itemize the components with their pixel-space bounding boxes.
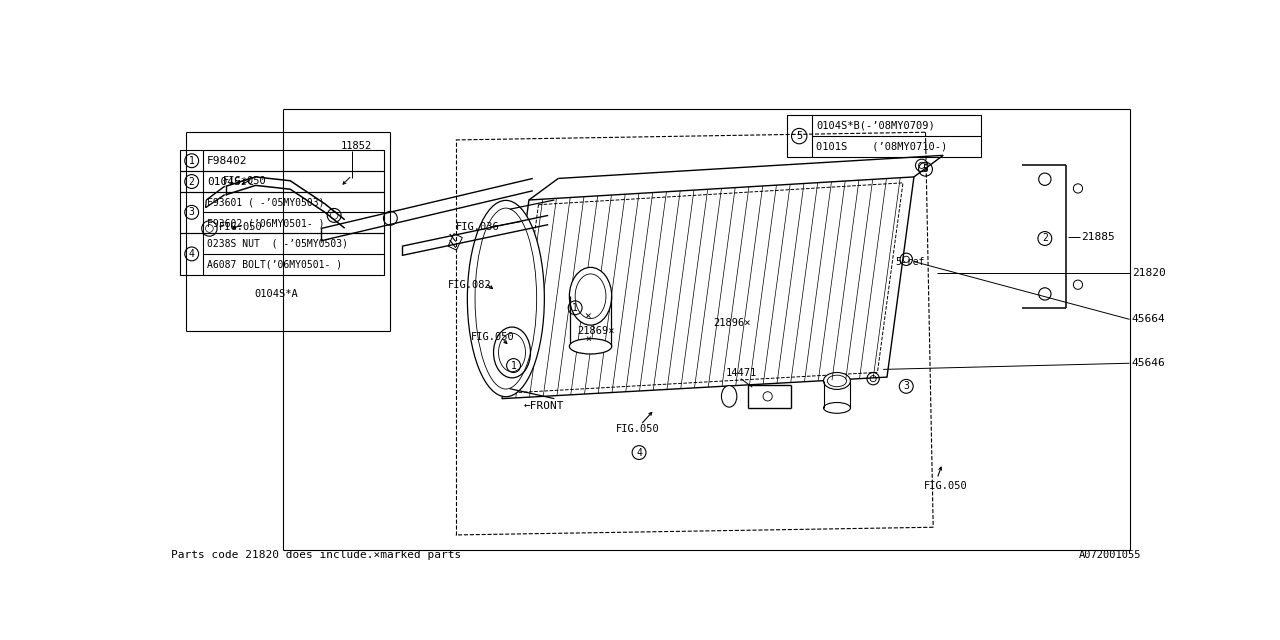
- Text: FIG.050: FIG.050: [223, 176, 268, 186]
- Text: 21885: 21885: [1082, 232, 1115, 242]
- Text: FIG.036: FIG.036: [456, 222, 499, 232]
- Text: 1: 1: [188, 156, 195, 166]
- Ellipse shape: [494, 327, 530, 378]
- Text: ←FRONT: ←FRONT: [524, 401, 564, 412]
- Text: F93602 (’06MY0501- ): F93602 (’06MY0501- ): [207, 218, 325, 228]
- Text: 0101S    (’08MY0710-): 0101S (’08MY0710-): [817, 141, 947, 152]
- Text: 5: 5: [796, 131, 803, 141]
- Text: 0104S*A: 0104S*A: [253, 289, 298, 299]
- Text: FIG.050: FIG.050: [616, 424, 659, 435]
- Bar: [180, 191, 384, 233]
- Text: 2: 2: [188, 177, 195, 186]
- Text: 5: 5: [923, 164, 928, 174]
- Text: FIG.050: FIG.050: [471, 332, 515, 342]
- Text: F93601 ( -’05MY0503): F93601 ( -’05MY0503): [207, 197, 325, 207]
- Text: 14471: 14471: [726, 368, 756, 378]
- Bar: [787, 115, 980, 157]
- Text: Parts code 21820 does include.×marked parts: Parts code 21820 does include.×marked pa…: [172, 550, 461, 561]
- Ellipse shape: [467, 200, 544, 397]
- Text: 21869×: 21869×: [577, 326, 614, 336]
- Text: 21820: 21820: [1132, 268, 1166, 278]
- Ellipse shape: [570, 339, 612, 354]
- Bar: [448, 234, 462, 250]
- Bar: [180, 171, 384, 191]
- Text: 0104S*B(-’08MY0709): 0104S*B(-’08MY0709): [817, 121, 934, 131]
- Text: 45646: 45646: [1132, 358, 1166, 368]
- Text: 21896×: 21896×: [714, 318, 751, 328]
- Text: 45664: 45664: [1132, 314, 1166, 324]
- Text: ×: ×: [585, 310, 591, 321]
- Text: 0238S NUT  ( -’05MY0503): 0238S NUT ( -’05MY0503): [207, 239, 348, 249]
- Text: FIG.050: FIG.050: [924, 481, 968, 492]
- Text: 2: 2: [1042, 234, 1048, 243]
- Text: 0104S*C: 0104S*C: [207, 177, 255, 186]
- Text: 3: 3: [904, 381, 909, 391]
- Bar: [180, 233, 384, 275]
- Text: ×: ×: [585, 333, 591, 344]
- Text: A072001055: A072001055: [1079, 550, 1140, 561]
- Text: A6087 BOLT(’06MY0501- ): A6087 BOLT(’06MY0501- ): [207, 260, 342, 269]
- Text: 1: 1: [572, 303, 579, 313]
- Text: F98402: F98402: [207, 156, 247, 166]
- Text: 4: 4: [188, 249, 195, 259]
- Ellipse shape: [722, 385, 737, 407]
- Text: 4: 4: [636, 447, 643, 458]
- Text: 11852: 11852: [340, 141, 371, 151]
- Text: 1: 1: [511, 360, 517, 371]
- Text: 3: 3: [188, 207, 195, 218]
- Bar: [180, 150, 384, 171]
- Text: 5-ref: 5-ref: [896, 257, 924, 267]
- Ellipse shape: [823, 403, 850, 413]
- Ellipse shape: [570, 268, 612, 325]
- Text: FIG.082: FIG.082: [448, 280, 492, 290]
- Text: FIG.050: FIG.050: [219, 222, 262, 232]
- Ellipse shape: [823, 372, 850, 389]
